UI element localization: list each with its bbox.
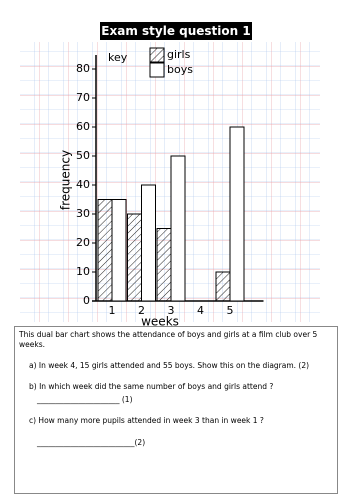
x-tick-label: 2 — [138, 304, 145, 317]
y-tick-label: 30 — [76, 207, 90, 220]
legend-label: girls — [167, 48, 191, 61]
y-tick-label: 60 — [76, 120, 90, 133]
question: b) In which week did the same number of … — [29, 382, 274, 391]
y-tick-label: 80 — [76, 62, 90, 75]
title: Exam style question 1 — [101, 24, 250, 38]
x-tick-label: 3 — [168, 304, 175, 317]
bar — [229, 126, 245, 302]
y-tick-label: 10 — [76, 265, 90, 278]
y-tick-label: 50 — [76, 149, 90, 162]
y-tick-label: 20 — [76, 236, 90, 249]
question: a) In week 4, 15 girls attended and 55 b… — [29, 361, 310, 370]
y-tick-label: 70 — [76, 91, 90, 104]
y-tick-label: 0 — [83, 294, 90, 307]
bar — [170, 155, 186, 302]
bar — [97, 199, 113, 302]
y-axis-label: frequency — [59, 150, 73, 210]
answer-line: ______________________ (1) — [37, 395, 133, 404]
x-axis-label: weeks — [141, 315, 179, 327]
question: c) How many more pupils attended in week… — [29, 416, 264, 425]
intro: This dual bar chart shows the attendance… — [19, 330, 318, 349]
x-tick-label: 5 — [227, 304, 234, 317]
legend-label: boys — [167, 63, 193, 76]
bar — [127, 213, 142, 302]
answer-line: __________________________(2) — [37, 438, 146, 447]
y-tick-label: 40 — [76, 178, 90, 191]
chart: Exam style question 1 0 10 20 30 40 50 60 70 80 1… — [20, 22, 320, 327]
bar — [156, 228, 172, 302]
bar — [215, 271, 231, 302]
bar — [141, 184, 156, 302]
legend-swatch — [149, 47, 165, 63]
legend-title: key — [108, 51, 128, 64]
bar — [111, 199, 127, 302]
x-tick-label: 4 — [197, 304, 204, 317]
question-box: This dual bar chart shows the attendance… — [14, 326, 338, 494]
title-bar — [100, 22, 252, 40]
legend-swatch — [149, 62, 165, 78]
plot: 0 10 20 30 40 50 60 70 80 1 2 3 4 5 weeks frequency key g… — [59, 47, 264, 327]
x-tick-label: 1 — [109, 304, 116, 317]
